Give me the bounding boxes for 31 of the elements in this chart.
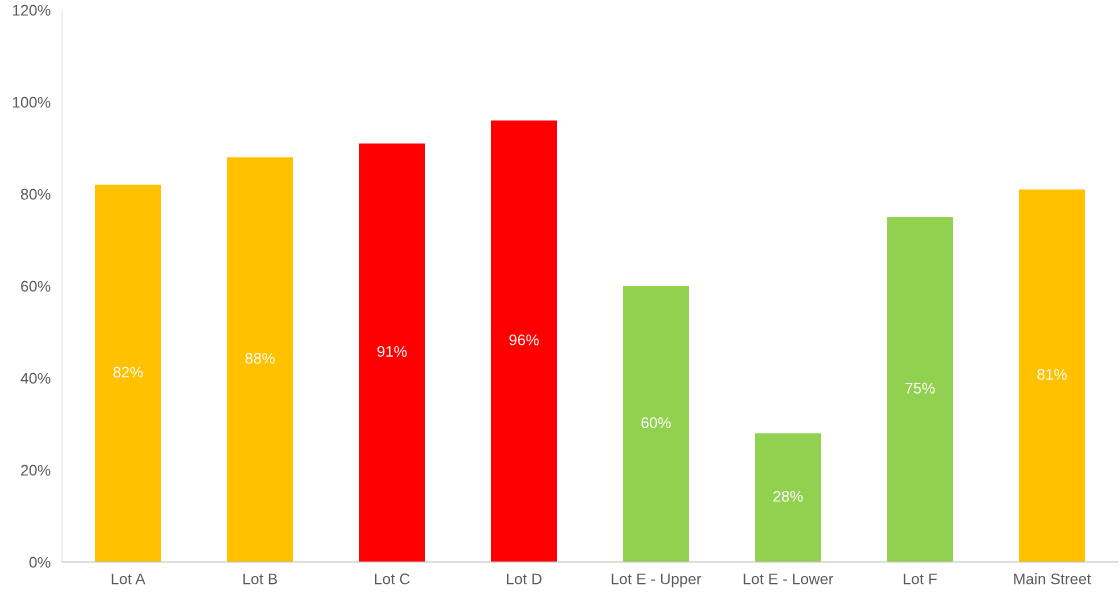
y-tick-label: 40%	[20, 372, 51, 384]
data-label: 82%	[113, 366, 143, 378]
data-label: 91%	[377, 345, 407, 357]
data-label: 96%	[509, 334, 539, 346]
bar	[227, 157, 293, 562]
bar	[623, 286, 689, 562]
x-tick-label: Lot D	[507, 573, 542, 585]
data-label: 88%	[245, 352, 275, 364]
bar	[1019, 189, 1085, 562]
x-tick-label: Main Street	[1014, 573, 1091, 585]
bar	[755, 433, 821, 562]
y-tick-label: 80%	[20, 188, 51, 200]
data-label: 28%	[773, 490, 803, 502]
x-tick-label: Lot F	[903, 573, 937, 585]
data-label: 75%	[905, 382, 935, 394]
bar	[887, 217, 953, 562]
bar	[491, 120, 557, 562]
x-tick-label: Lot E - Lower	[743, 573, 834, 585]
y-tick-label: 120%	[12, 4, 51, 16]
y-tick-label: 100%	[12, 96, 51, 108]
x-tick-label: Lot A	[111, 573, 146, 585]
bar	[95, 184, 161, 562]
x-tick-label: Lot C	[375, 573, 410, 585]
data-label: 81%	[1037, 368, 1067, 380]
y-tick-label: 0%	[29, 556, 51, 568]
x-tick-label: Lot B	[243, 573, 278, 585]
y-tick-label: 20%	[21, 464, 51, 476]
x-tick-label: Lot E - Upper	[611, 573, 702, 588]
data-label: 60%	[641, 417, 671, 429]
y-tick-label: 60%	[21, 280, 51, 292]
bar	[359, 143, 425, 562]
